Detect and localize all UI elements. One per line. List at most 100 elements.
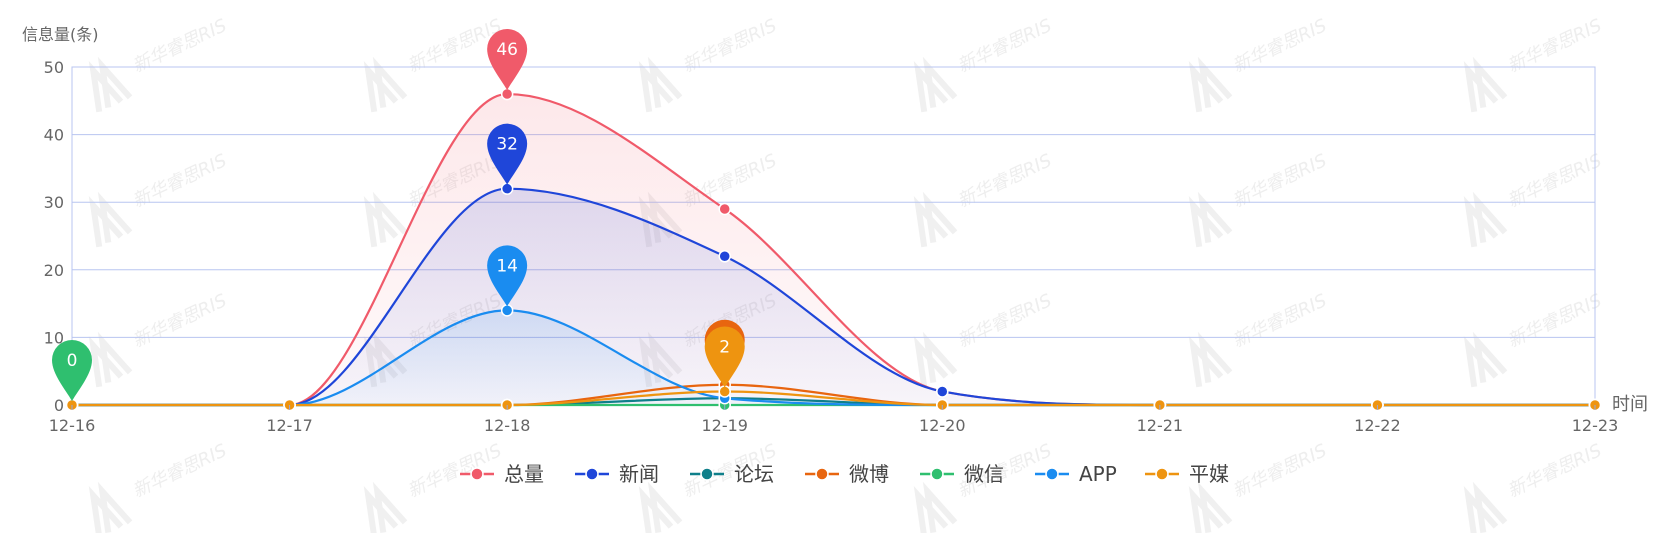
marker-pin-平媒 [704,326,745,388]
watermark-text: 新华睿思RIS [954,150,1055,212]
watermark-logo [88,191,133,248]
watermark-logo [1463,481,1508,533]
watermark-logo [1463,191,1508,248]
watermark-logo [638,481,683,533]
legend-item-平媒[interactable]: 平媒 [1145,462,1229,486]
watermark-logo [88,331,133,388]
legend-item-新闻[interactable]: 新闻 [575,462,659,486]
watermark-17: 新华睿思RIS [1463,290,1605,388]
watermark-logo [638,56,683,113]
marker-value-微信: 0 [67,351,78,371]
point-layer [65,87,1602,412]
legend-item-总量[interactable]: 总量 [460,462,544,486]
watermark-text: 新华睿思RIS [129,440,230,502]
watermark-logo [1463,331,1508,388]
legend-layer: 总量 新闻 论坛 微博 微信 APP 平媒 [460,462,1229,486]
legend-item-APP[interactable]: APP [1035,462,1117,486]
legend-label-微博: 微博 [849,462,889,486]
watermark-text: 新华睿思RIS [129,150,230,212]
y-tick-label-40: 40 [44,126,64,145]
watermark-text: 新华睿思RIS [1229,440,1330,502]
legend-label-论坛: 论坛 [734,462,774,486]
watermark-logo [1188,56,1233,113]
watermark-19: 新华睿思RIS [363,440,505,533]
marker-value-新闻: 32 [496,135,518,155]
max-marker-新闻: 32 [487,123,528,185]
legend-swatch-dot [1155,467,1169,481]
watermark-logo [913,331,958,388]
legend-swatch-dot [815,467,829,481]
watermark-logo [88,481,133,533]
max-marker-平媒: 2 [704,326,745,388]
watermark-0: 新华睿思RIS [88,15,230,113]
watermark-text: 新华睿思RIS [1229,150,1330,212]
watermark-logo [1188,331,1233,388]
legend-label-新闻: 新闻 [619,462,659,486]
watermark-text: 新华睿思RIS [1504,15,1605,77]
data-point-新闻-12-20 [936,385,949,398]
watermark-layer: 新华睿思RIS 新华睿思RIS 新华睿思RIS 新华睿思RIS 新华睿思RIS 新华睿思R… [88,15,1605,533]
y-tick-label-10: 10 [44,328,64,347]
watermark-text: 新华睿思RIS [1229,290,1330,352]
marker-value-APP: 14 [496,256,518,276]
x-axis-title: 时间 [1612,394,1648,415]
watermark-1: 新华睿思RIS [363,15,505,113]
series-area-APP [72,310,1595,405]
watermark-12: 新华睿思RIS [88,290,230,388]
x-tick-label-12-16: 12-16 [49,416,96,435]
watermark-9: 新华睿思RIS [913,150,1055,248]
marker-pin-总量 [487,29,528,91]
x-tick-label-12-19: 12-19 [701,416,748,435]
data-point-新闻-12-19 [718,250,731,263]
watermark-text: 新华睿思RIS [1504,440,1605,502]
watermark-text: 新华睿思RIS [1504,150,1605,212]
watermark-6: 新华睿思RIS [88,150,230,248]
watermark-3: 新华睿思RIS [913,15,1055,113]
series-line-平媒 [72,390,1595,407]
series-area-新闻 [72,188,1595,405]
x-tick-label-12-23: 12-23 [1572,416,1619,435]
watermark-logo [363,191,408,248]
x-tick-label-12-20: 12-20 [919,416,966,435]
watermark-logo [913,481,958,533]
watermark-logo [1188,481,1233,533]
legend-swatch-dot [1045,467,1059,481]
marker-pin-微信 [51,339,92,401]
legend-label-APP: APP [1079,462,1117,486]
watermark-23: 新华睿思RIS [1463,440,1605,533]
data-point-总量-12-19 [718,202,731,216]
watermark-10: 新华睿思RIS [1188,150,1330,248]
max-marker-APP: 14 [487,245,528,307]
legend-item-微博[interactable]: 微博 [805,462,889,486]
max-marker-总量: 46 [487,29,528,91]
watermark-text: 新华睿思RIS [129,15,230,77]
watermark-text: 新华睿思RIS [1504,290,1605,352]
watermark-16: 新华睿思RIS [1188,290,1330,388]
x-tick-label-12-18: 12-18 [484,416,531,435]
data-point-平媒-12-19 [718,385,731,398]
marker-value-总量: 46 [496,40,518,60]
area-layer [72,94,1595,405]
legend-swatch-dot [930,467,944,481]
data-point-新闻-12-18 [500,182,514,195]
line-layer [72,92,1595,407]
legend-swatch-dot [585,467,599,481]
watermark-logo [88,56,133,113]
max-marker-微信: 0 [51,339,92,401]
watermark-logo [1463,56,1508,113]
marker-pin-新闻 [487,123,528,185]
watermark-text: 新华睿思RIS [679,15,780,77]
watermark-18: 新华睿思RIS [88,440,230,533]
y-tick-label-50: 50 [44,58,64,77]
legend-item-微信[interactable]: 微信 [920,462,1004,486]
watermark-2: 新华睿思RIS [638,15,780,113]
legend-label-总量: 总量 [504,462,544,486]
legend-item-论坛[interactable]: 论坛 [690,462,774,486]
watermark-text: 新华睿思RIS [954,290,1055,352]
marker-layer: 463214320 [51,29,745,401]
marker-pin-APP [487,245,528,307]
y-tick-label-30: 30 [44,193,64,212]
